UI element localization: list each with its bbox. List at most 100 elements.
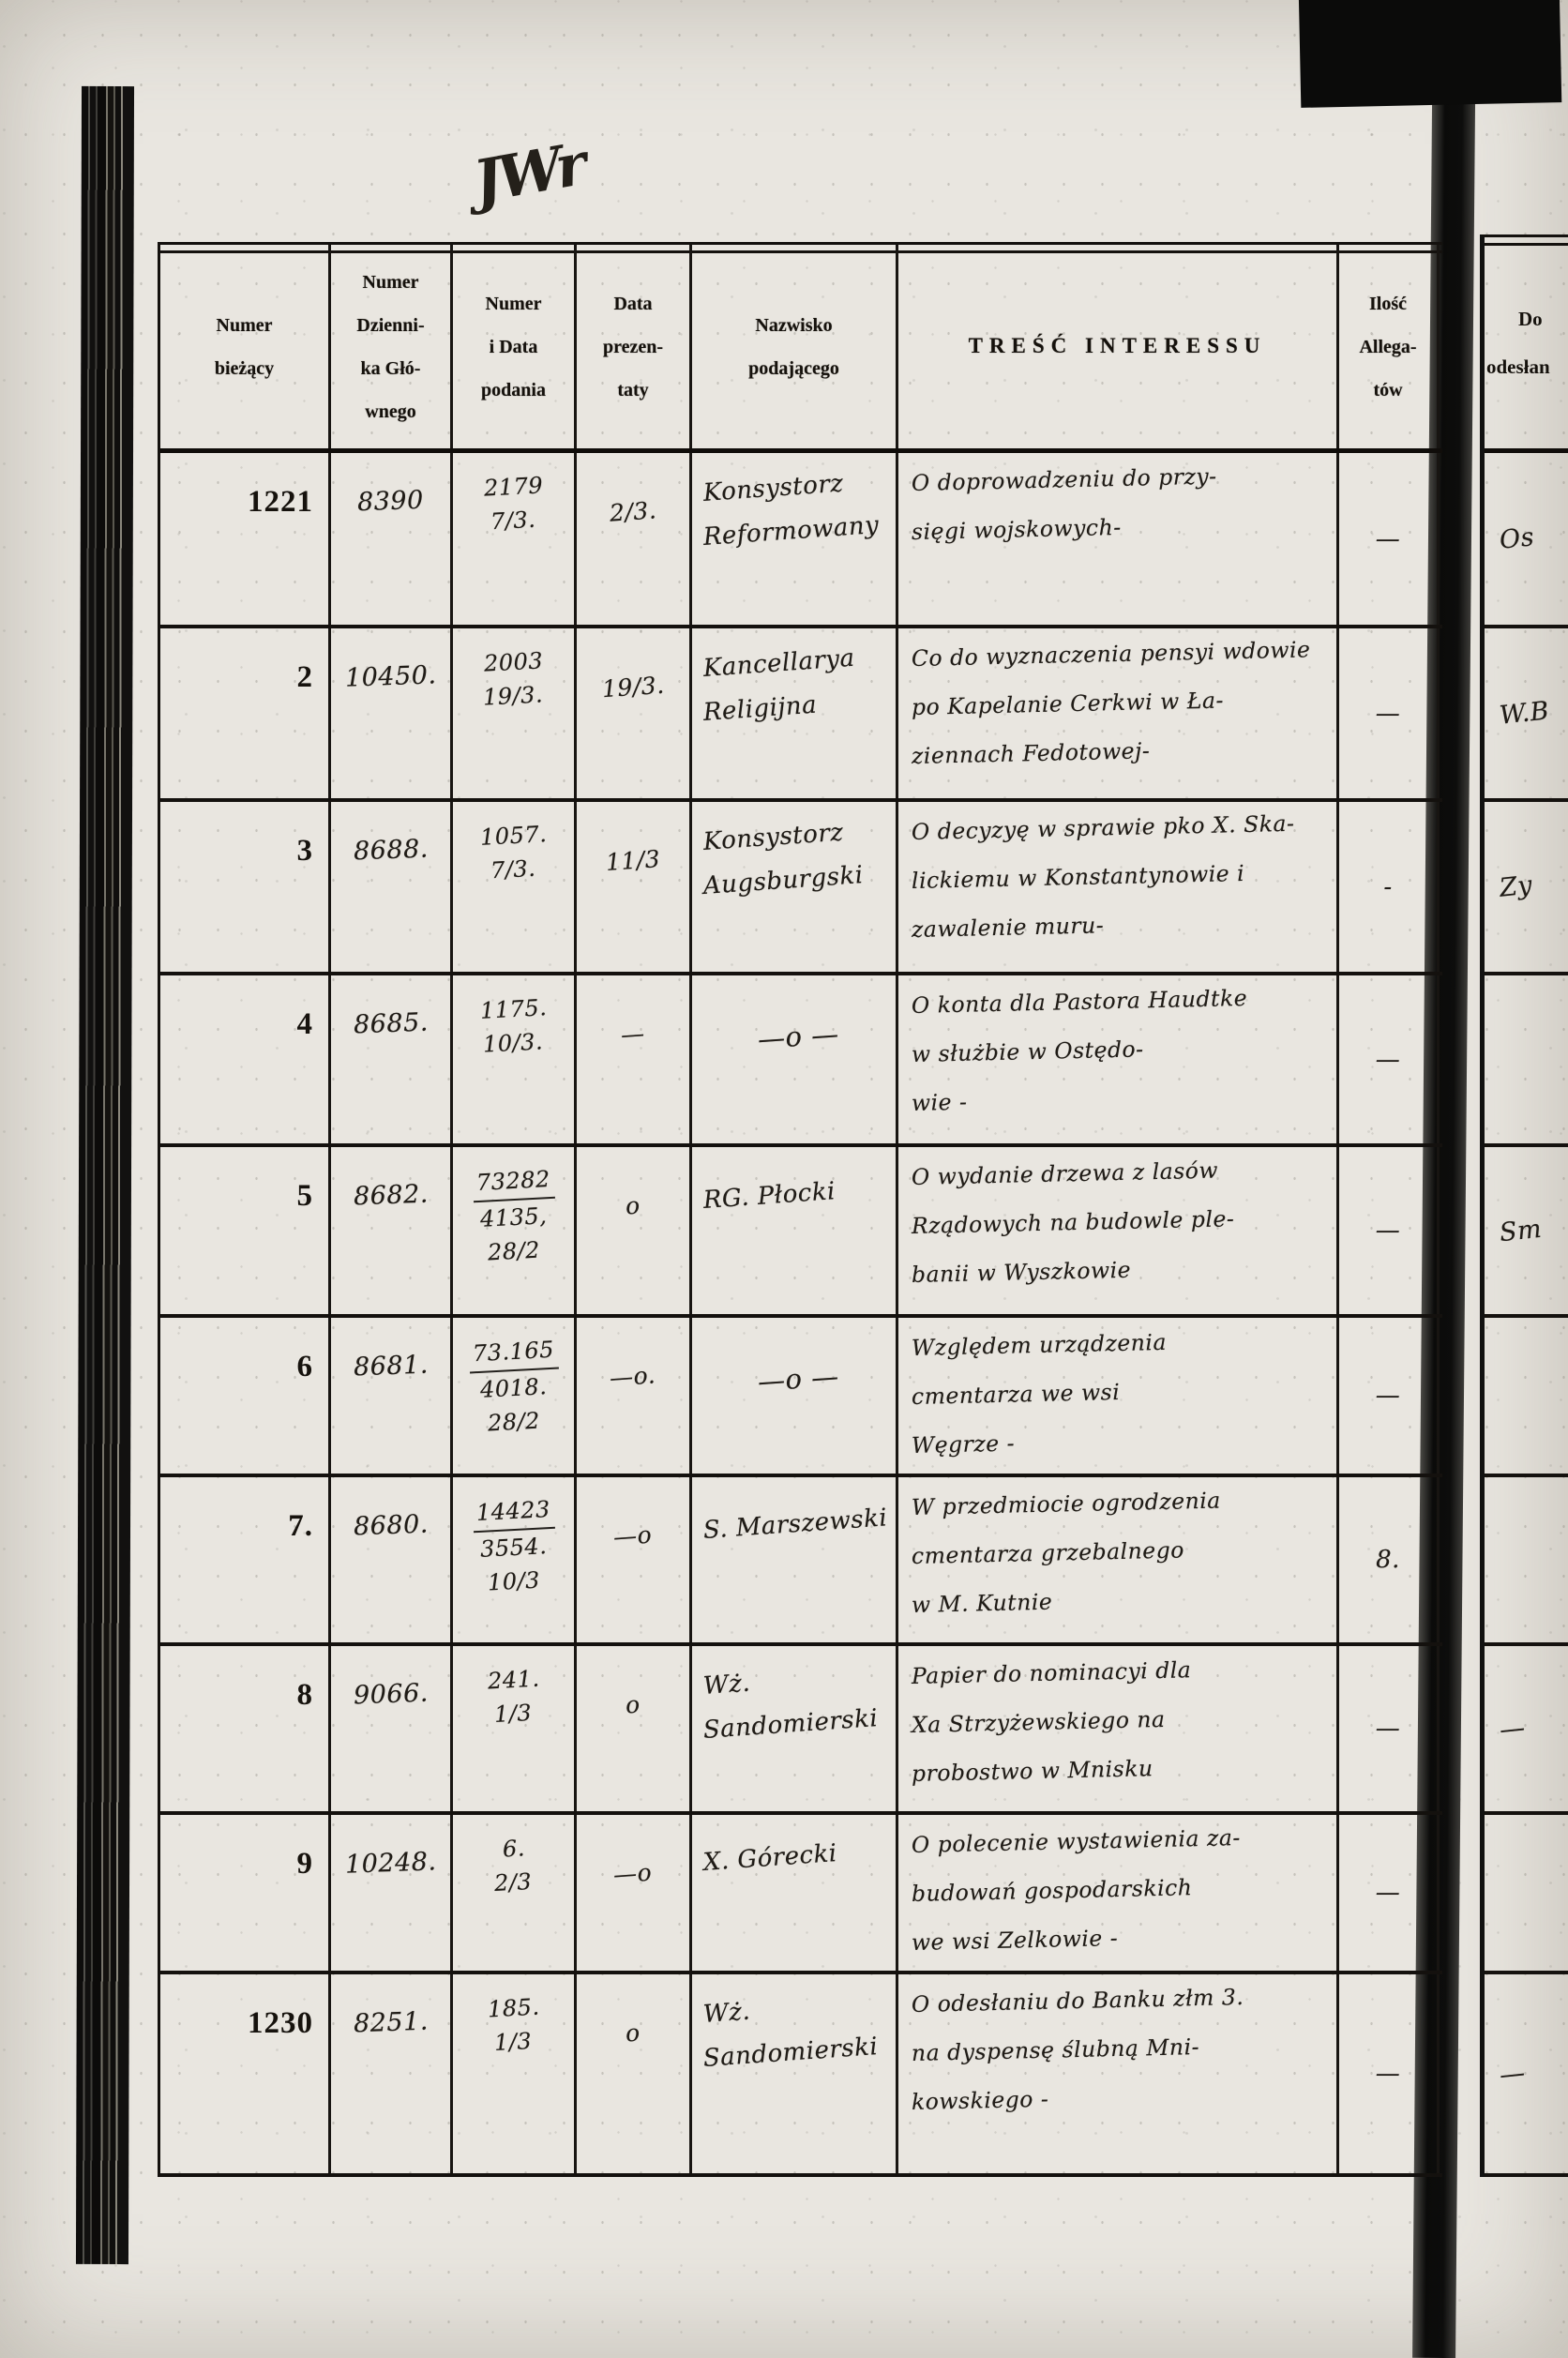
- entry-number: 7.: [288, 1509, 313, 1543]
- allegaty-count: —: [1375, 524, 1401, 553]
- cell-tresc: O konta dla Pastora Haudtke w służbie w O…: [898, 975, 1339, 1143]
- header-line: Numer: [485, 293, 542, 314]
- cell-dziennik: 10450.: [331, 628, 453, 798]
- table-row: 5 8682. 73282 4135, 28/2 o RG. Płocki O wy…: [160, 1147, 1442, 1318]
- cell-prezentata: 11/3: [577, 802, 692, 972]
- cell-prezentata: —o: [577, 1477, 692, 1642]
- table-row: 6 8681. 73.165 4018. 28/2 —o. —o — Względe…: [160, 1318, 1442, 1477]
- journal-number: 8681.: [353, 1350, 429, 1383]
- cell-podanie: 1057. 7/3.: [453, 802, 577, 972]
- cell-dziennik: 8251.: [331, 1974, 453, 2173]
- adjacent-page-row: [1485, 975, 1568, 1147]
- cell-numer-biezacy: 2: [160, 628, 331, 798]
- tresc-line: wie -: [911, 1088, 968, 1116]
- header-line: Data: [613, 293, 653, 314]
- header-line: wnego: [365, 401, 416, 422]
- entry-number: 4: [296, 1007, 313, 1041]
- podanie-line: 2179: [483, 472, 544, 502]
- cell-numer-biezacy: 1221: [160, 453, 331, 625]
- tresc-line: banii w Wyszkowie: [911, 1256, 1132, 1288]
- podanie-line: 10/3: [486, 1566, 541, 1596]
- header-line: Ilość: [1369, 293, 1407, 314]
- cell-tresc: O doprowadzeniu do przy-sięgi wojskowych…: [898, 453, 1339, 625]
- book-binding-edge: [75, 85, 135, 2265]
- cell-allegaty: —: [1339, 1646, 1440, 1811]
- podanie-line: 4018.: [479, 1373, 548, 1403]
- cell-dziennik: 8682.: [331, 1147, 453, 1314]
- cell-prezentata: o: [577, 1974, 692, 2173]
- entry-number: 1221: [248, 485, 313, 519]
- table-row: 1221 8390 2179 7/3. 2/3. Konsystorz Reform…: [160, 453, 1442, 628]
- podanie-line: 6.: [501, 1835, 526, 1863]
- prezentata-date: —o: [612, 1858, 654, 1889]
- tresc-line: we wsi Zelkowie -: [911, 1925, 1119, 1956]
- allegaty-count: —: [1375, 1217, 1401, 1245]
- adjacent-page-row: Os: [1485, 453, 1568, 628]
- cell-numer-biezacy: 3: [160, 802, 331, 972]
- cell-numer-biezacy: 8: [160, 1646, 331, 1811]
- header-line: taty: [617, 379, 649, 401]
- cell-numer-biezacy: 5: [160, 1147, 331, 1314]
- cell-dziennik: 8390: [331, 453, 453, 625]
- adjacent-page-header: Do odesłan: [1485, 237, 1568, 453]
- adjacent-page-row: —: [1485, 1974, 1568, 2177]
- nazwisko-line: X. Górecki: [701, 1839, 838, 1877]
- cell-numer-biezacy: 6: [160, 1318, 331, 1474]
- cell-tresc: Papier do nominacyi dla Xa Strzyżewskiego…: [898, 1646, 1339, 1811]
- cell-podanie: 73.165 4018. 28/2: [453, 1318, 577, 1474]
- cell-nazwisko: —o —: [692, 975, 898, 1143]
- handwriting-fragment: Sm: [1498, 1214, 1544, 1247]
- registry-table: Numer bieżący Numer Dzienni- ka Głó- wne…: [158, 242, 1442, 2177]
- table-row: 4 8685. 1175. 10/3. — —o — O konta dla Pa…: [160, 975, 1442, 1147]
- cell-allegaty: -: [1339, 802, 1440, 972]
- prezentata-date: o: [625, 1690, 641, 1719]
- cell-allegaty: —: [1339, 1974, 1440, 2173]
- table-header-row: Numer bieżący Numer Dzienni- ka Głó- wne…: [160, 245, 1442, 453]
- cell-allegaty: —: [1339, 628, 1440, 798]
- journal-number: 8680.: [353, 1509, 429, 1542]
- header-line: bieżący: [214, 357, 275, 379]
- adjacent-page-row: Zy: [1485, 802, 1568, 975]
- adjacent-page-row: Sm: [1485, 1147, 1568, 1318]
- podanie-line: 1175.: [479, 994, 548, 1024]
- cell-prezentata: —o.: [577, 1318, 692, 1474]
- nazwisko-ditto-mark: —o —: [756, 1017, 840, 1055]
- handwriting-fragment: Os: [1498, 522, 1536, 555]
- entry-number: 1230: [248, 2006, 313, 2040]
- header-ilosc-allegatow: Ilość Allega- tów: [1339, 245, 1440, 448]
- cell-nazwisko: S. Marszewski: [692, 1477, 898, 1642]
- journal-number: 8390: [356, 485, 425, 518]
- cell-podanie: 1175. 10/3.: [453, 975, 577, 1143]
- cell-nazwisko: —o —: [692, 1318, 898, 1474]
- header-numer-biezacy: Numer bieżący: [160, 245, 331, 448]
- header-line: prezen-: [602, 336, 664, 357]
- podanie-line: 14423: [472, 1491, 555, 1534]
- cell-prezentata: o: [577, 1646, 692, 1811]
- podanie-line: 73282: [472, 1161, 555, 1203]
- header-tresc-interessu: TREŚĆ INTERESSU: [898, 245, 1339, 448]
- podanie-line: 1057.: [479, 821, 548, 851]
- podanie-line: 28/2: [486, 1236, 541, 1266]
- tresc-line: zawalenie muru-: [911, 912, 1105, 943]
- podanie-line: 7/3.: [490, 506, 537, 536]
- cell-nazwisko: Wż. Sandomierski: [692, 1974, 898, 2173]
- cell-tresc: O odesłaniu do Banku złm 3. na dyspensę ś…: [898, 1974, 1339, 2173]
- adjacent-page-fragment: Do odesłan Os W.B Zy Sm — —: [1480, 234, 1568, 2177]
- cell-podanie: 241. 1/3: [453, 1646, 577, 1811]
- cell-tresc: Względem urządzenia cmentarza we wsi Węgrz…: [898, 1318, 1339, 1474]
- table-row: 7. 8680. 14423 3554. 10/3 —o S. Marszewski…: [160, 1477, 1442, 1646]
- cell-dziennik: 8685.: [331, 975, 453, 1143]
- header-line: podania: [481, 379, 546, 401]
- cell-tresc: O polecenie wystawienia za-budowań gospo…: [898, 1815, 1339, 1971]
- entry-number: 2: [296, 660, 313, 694]
- entry-number: 3: [296, 834, 313, 868]
- header-data-prezentaty: Data prezen- taty: [577, 245, 692, 448]
- cell-allegaty: 8.: [1339, 1477, 1440, 1642]
- journal-number: 9066.: [353, 1678, 429, 1711]
- prezentata-date: —o: [612, 1520, 654, 1551]
- prezentata-date: o: [625, 1191, 641, 1220]
- cell-dziennik: 10248.: [331, 1815, 453, 1971]
- cell-prezentata: o: [577, 1147, 692, 1314]
- podanie-line: 1/3: [493, 1699, 534, 1729]
- header-line: odesłan: [1486, 355, 1550, 378]
